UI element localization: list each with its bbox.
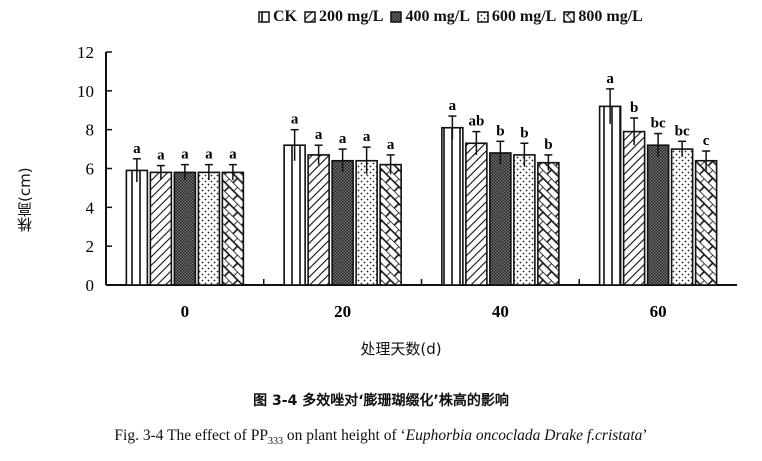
significance-letter: a: [339, 131, 347, 147]
bar: [331, 159, 354, 286]
legend-swatch-icon: [477, 11, 489, 23]
y-tick-label: 8: [86, 121, 95, 140]
legend-swatch-icon: [304, 11, 316, 23]
caption-english: Fig. 3-4 The effect of PP333 on plant he…: [114, 427, 648, 448]
significance-letter: b: [630, 100, 638, 116]
legend-label: 600 mg/L: [491, 8, 557, 25]
y-tick-label: 0: [86, 276, 95, 295]
legend-swatch-icon: [390, 11, 403, 23]
bar: [441, 126, 464, 286]
bar: [537, 161, 560, 286]
legend-label: 800 mg/L: [578, 8, 643, 25]
bar: [513, 154, 536, 286]
significance-letter: a: [315, 127, 323, 143]
bar: [197, 171, 221, 286]
bar: [283, 144, 306, 286]
bar: [622, 130, 646, 286]
y-axis-label: 株高(cm): [16, 167, 34, 233]
significance-letter: c: [703, 133, 710, 149]
significance-letter: a: [291, 112, 299, 128]
legend: CK 200 mg/L 400 mg/L 600 mg/L 800 mg/L: [258, 8, 650, 26]
y-tick-label: 10: [77, 82, 94, 101]
significance-letter: b: [496, 123, 504, 139]
bar: [125, 169, 149, 286]
y-tick-label: 2: [86, 237, 95, 256]
significance-letter: ab: [468, 114, 484, 130]
legend-item: 400 mg/L: [390, 8, 470, 26]
bar: [149, 171, 173, 286]
significance-letter: a: [363, 129, 371, 145]
caption-chinese: 图 3-4 多效唑对‘膨珊瑚缀化’株高的影响: [253, 393, 509, 409]
significance-letter: bc: [651, 116, 666, 132]
significance-letter: a: [157, 148, 165, 164]
x-axis-label: 处理天数(d): [360, 340, 442, 358]
legend-label: 200 mg/L: [319, 8, 384, 25]
significance-letter: a: [387, 137, 395, 153]
significance-letter: a: [181, 147, 189, 163]
significance-letter: a: [449, 98, 457, 114]
axes: 0 2 4 6 8 10 12 0 20 40 60: [77, 43, 737, 321]
bar: [670, 148, 694, 286]
y-tick-label: 12: [77, 43, 94, 62]
legend-item: 800 mg/L: [563, 8, 643, 26]
significance-letter: a: [606, 71, 614, 87]
bar: [379, 163, 402, 286]
x-tick-label: 20: [334, 302, 351, 321]
bar: [489, 152, 512, 286]
significance-letter: a: [229, 147, 237, 163]
x-tick-label: 0: [181, 302, 190, 321]
legend-swatch-icon: [563, 11, 576, 23]
significance-letter: b: [544, 137, 552, 153]
significance-letter: bc: [675, 123, 690, 139]
bar: [221, 171, 245, 286]
legend-label: 400 mg/L: [405, 8, 470, 25]
legend-item: CK: [258, 8, 297, 26]
bar: [465, 142, 488, 286]
bar: [173, 171, 197, 286]
bar: [646, 144, 670, 286]
legend-swatch-icon: [258, 11, 270, 23]
y-tick-label: 6: [86, 160, 95, 179]
legend-item: 200 mg/L: [304, 8, 383, 26]
bar: [307, 154, 330, 286]
y-tick-label: 4: [86, 198, 95, 217]
significance-letter: a: [205, 147, 213, 163]
x-tick-label: 60: [650, 302, 667, 321]
bar: [598, 105, 622, 286]
bar: [694, 159, 718, 286]
bar: [355, 159, 378, 286]
significance-letter: b: [520, 125, 528, 141]
legend-item: 600 mg/L: [477, 8, 556, 26]
legend-label: CK: [273, 8, 297, 25]
significance-letter: a: [133, 141, 141, 157]
x-tick-label: 40: [492, 302, 509, 321]
